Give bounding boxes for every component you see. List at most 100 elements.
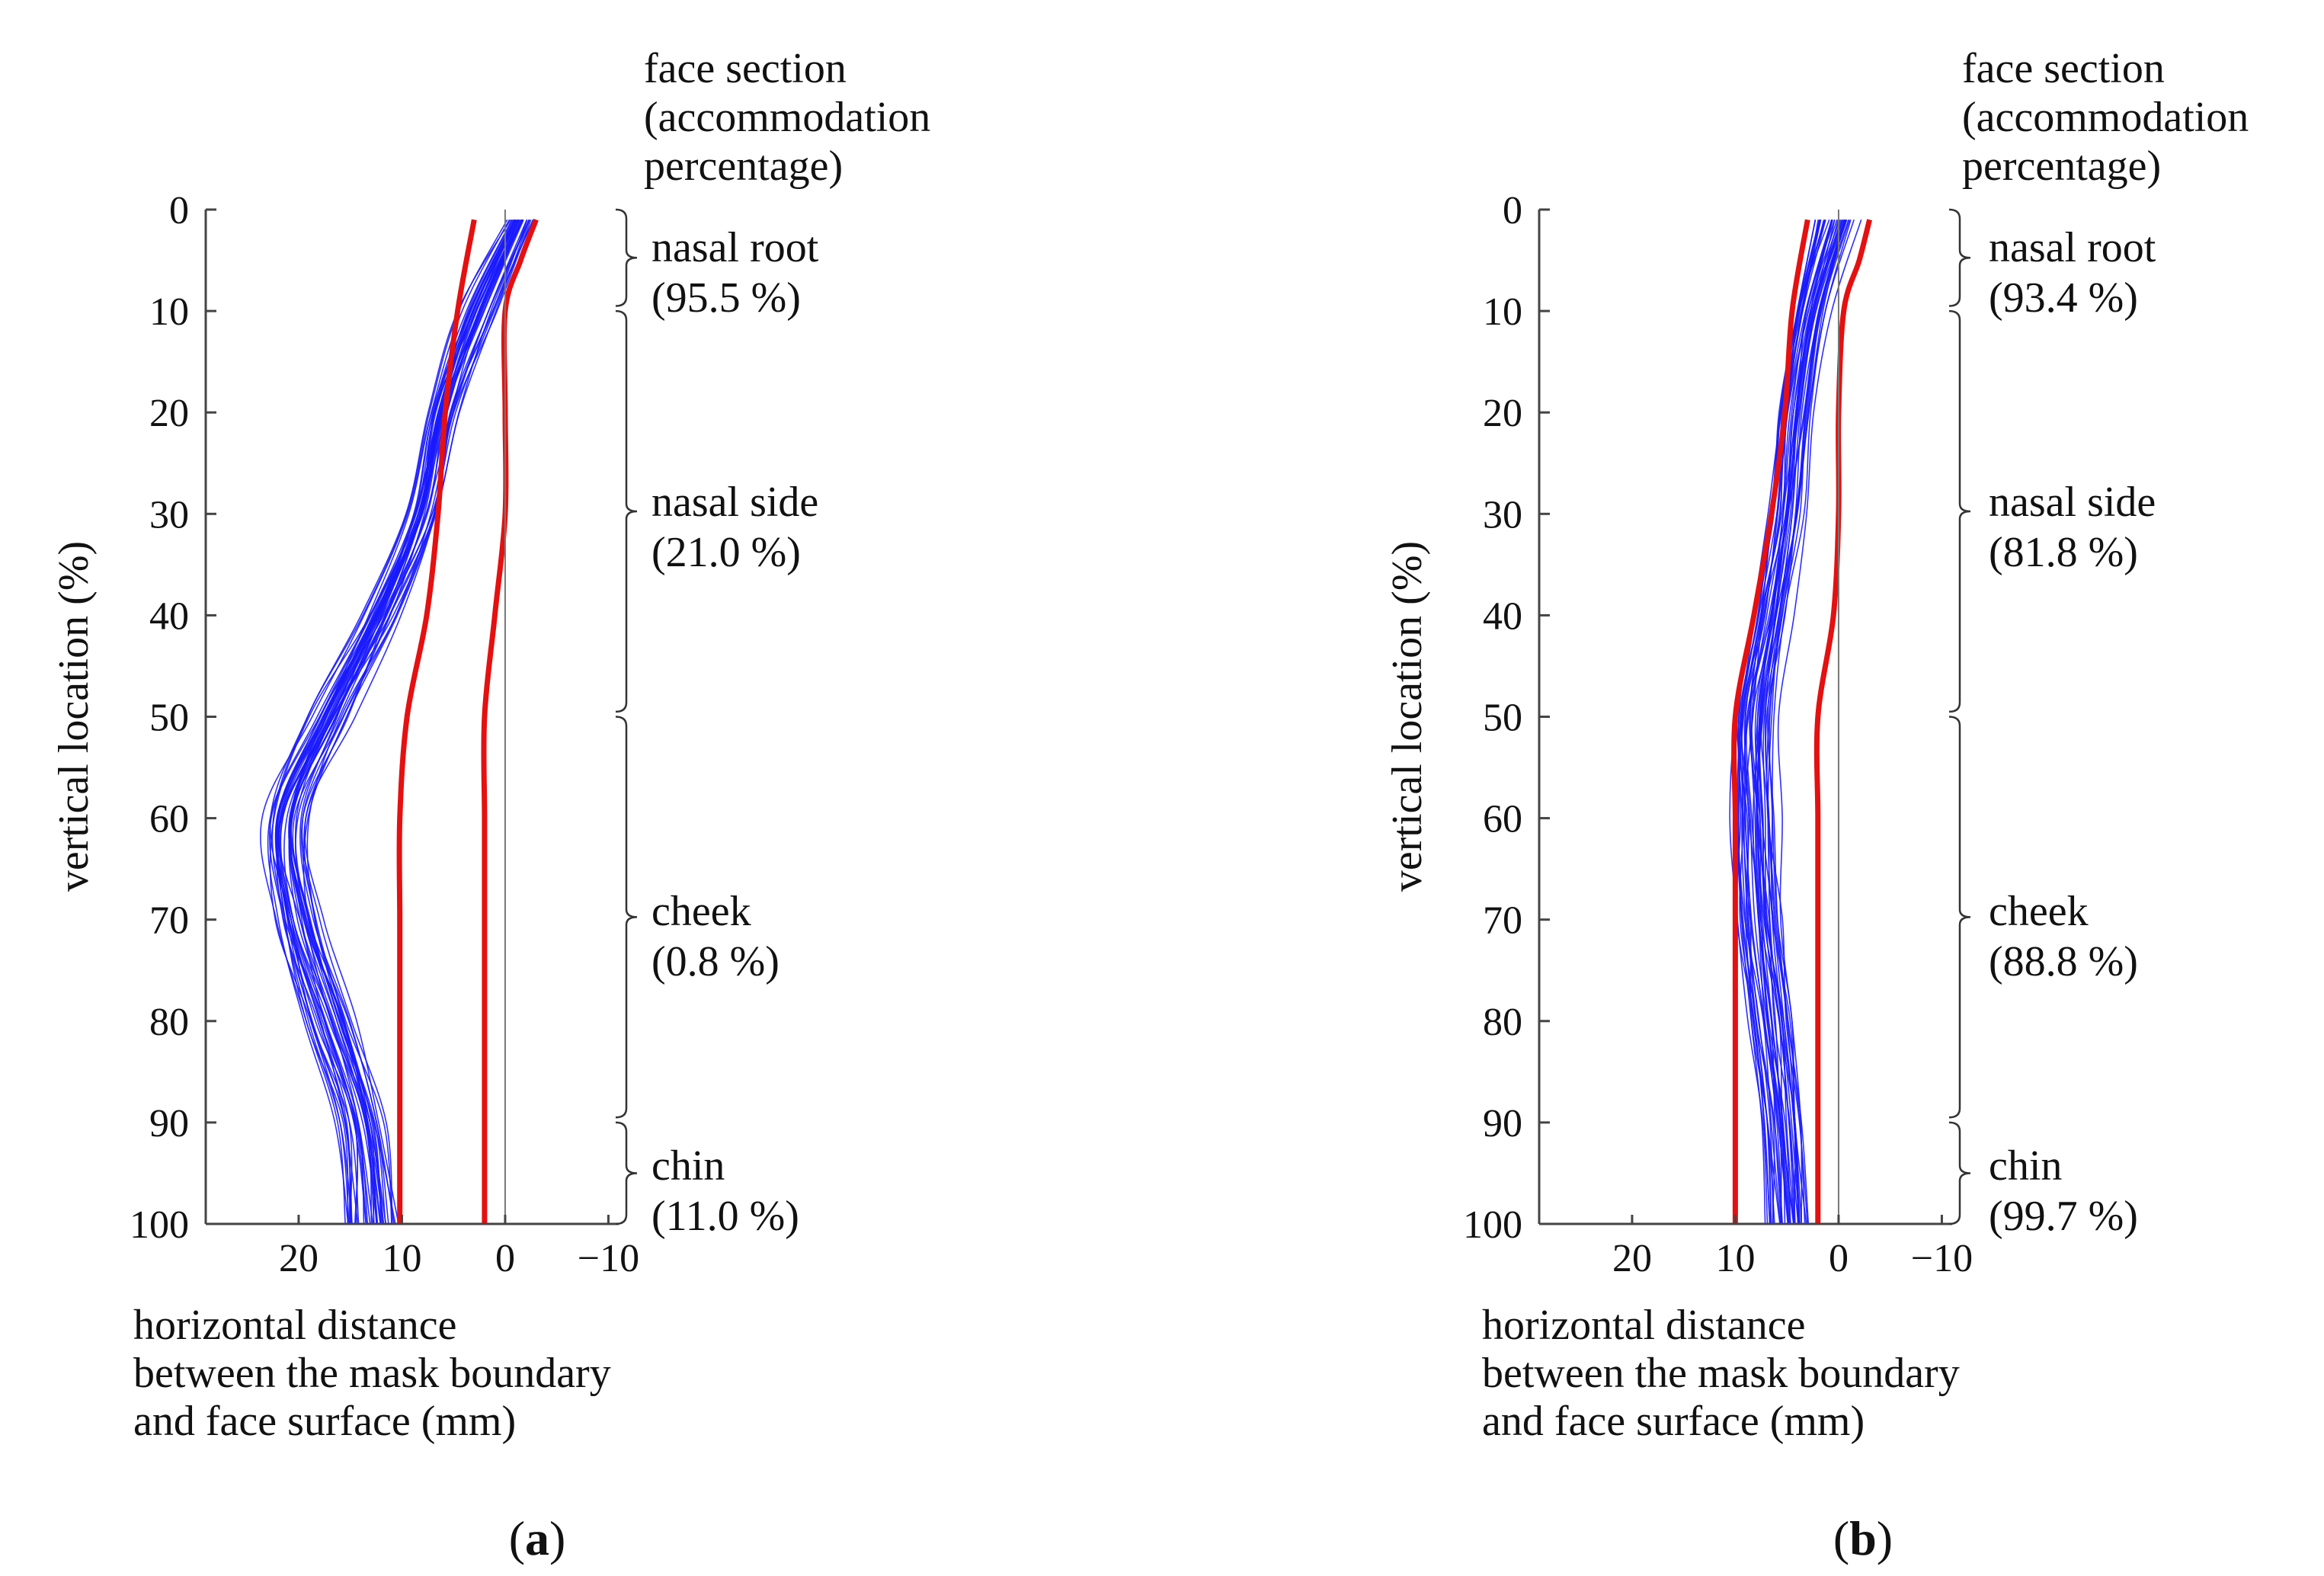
sample-curve	[1746, 219, 1840, 1225]
panel-a-header-line-1: face section	[644, 45, 847, 92]
sample-curve	[271, 219, 508, 1225]
panel-b-xlabel-line-3: and face surface (mm)	[1482, 1398, 1865, 1445]
sample-curve	[1741, 219, 1845, 1225]
x-tick-label: −10	[578, 1237, 639, 1280]
panel-a-xlabel: horizontal distance between the mask bou…	[133, 1302, 611, 1445]
panel-b-y-ticks: 0 10 20 30 40 50 60 70 80 90 100	[1463, 189, 1550, 1247]
section-bracket	[1948, 716, 1971, 1119]
sample-curve	[288, 219, 514, 1225]
sample-curve	[276, 219, 532, 1225]
y-tick-label: 50	[1483, 697, 1522, 740]
panel-a-brackets	[615, 208, 638, 1225]
panel-b-xlabel-line-2: between the mask boundary	[1482, 1350, 1960, 1397]
sample-curve	[1751, 219, 1821, 1225]
sample-curve	[275, 219, 518, 1225]
x-tick-label: 10	[382, 1237, 421, 1280]
panel-b-xlabel-line-1: horizontal distance	[1482, 1302, 1806, 1349]
y-tick-label: 90	[1483, 1102, 1522, 1145]
sample-curve	[269, 219, 516, 1225]
y-tick-label: 20	[149, 392, 189, 435]
y-tick-label: 0	[169, 189, 189, 232]
sample-curve	[1756, 219, 1836, 1225]
sample-curve	[274, 219, 534, 1225]
panel-b-header-line-3: percentage)	[1962, 143, 2161, 190]
panel-b-section-name: nasal side	[1989, 479, 2156, 526]
sample-curve	[1771, 219, 1855, 1225]
y-tick-label: 90	[149, 1102, 189, 1145]
y-tick-label: 100	[1463, 1203, 1522, 1247]
panel-a-sections: nasal root (95.5 %) nasal side (21.0 %) …	[651, 224, 819, 1240]
panel-a-samples	[260, 219, 534, 1225]
panel-b-header-line-1: face section	[1962, 45, 2165, 92]
panel-a-section-name: chin	[651, 1142, 725, 1190]
section-bracket	[1948, 309, 1971, 713]
panel-b-ylabel: vertical location (%)	[1384, 541, 1431, 892]
panel-a-section-name: nasal side	[651, 479, 818, 526]
sample-curve	[1767, 219, 1847, 1225]
panel-b-section-name: nasal root	[1989, 224, 2156, 271]
sample-curve	[290, 219, 513, 1225]
panel-b-label: (b)	[1833, 1511, 1893, 1565]
bound-line-outer	[1731, 219, 1810, 1224]
section-bracket	[615, 716, 638, 1119]
sample-curve	[279, 219, 534, 1225]
panel-a-label: (a)	[509, 1511, 566, 1565]
panel-a-section-percentage: (21.0 %)	[651, 529, 801, 576]
sample-curve	[301, 219, 523, 1225]
panel-a-section-percentage: (0.8 %)	[651, 938, 779, 985]
y-tick-label: 30	[149, 493, 189, 537]
y-tick-label: 80	[149, 1001, 189, 1044]
y-tick-label: 20	[1483, 392, 1522, 435]
panel-a-section-percentage: (95.5 %)	[651, 274, 801, 322]
panel-b-header-line-2: (accommodation	[1962, 94, 2249, 141]
y-tick-label: 60	[149, 798, 189, 841]
x-tick-label: 0	[1829, 1237, 1849, 1280]
panel-b-samples	[1729, 219, 1862, 1225]
y-tick-label: 80	[1483, 1001, 1522, 1044]
section-bracket	[1948, 1121, 1971, 1225]
sample-curve	[304, 219, 528, 1225]
y-tick-label: 70	[1483, 899, 1522, 943]
bound-line-inner	[481, 219, 539, 1224]
panel-a-bounds	[396, 219, 539, 1224]
bound-line-inner	[1813, 219, 1872, 1224]
y-tick-label: 40	[149, 594, 189, 638]
panel-b-x-ticks: 20 10 0 −10	[1612, 1215, 1973, 1280]
sample-curve	[1752, 219, 1848, 1225]
sample-curve	[277, 219, 511, 1225]
panel-a-x-ticks: 20 10 0 −10	[279, 1215, 639, 1280]
panel-b-section-name: cheek	[1989, 888, 2089, 935]
panel-b-section-percentage: (99.7 %)	[1989, 1193, 2138, 1240]
panel-b-section-header: face section (accommodation percentage)	[1962, 45, 2249, 190]
y-tick-label: 60	[1483, 798, 1522, 841]
panel-b-xlabel: horizontal distance between the mask bou…	[1482, 1302, 1960, 1445]
panel-a-header-line-3: percentage)	[644, 143, 843, 190]
sample-curve	[260, 219, 516, 1225]
bound-line-outer	[396, 219, 477, 1224]
panel-a-section-name: nasal root	[651, 224, 819, 271]
panel-b-section-percentage: (81.8 %)	[1989, 529, 2138, 576]
y-tick-label: 30	[1483, 493, 1522, 537]
panel-b-brackets	[1948, 208, 1971, 1225]
sample-curve	[1777, 219, 1862, 1225]
panel-a-ylabel: vertical location (%)	[50, 541, 98, 892]
y-tick-label: 10	[1483, 290, 1522, 334]
panel-a-xlabel-line-3: and face surface (mm)	[133, 1398, 516, 1445]
y-tick-label: 50	[149, 697, 189, 740]
x-tick-label: −10	[1911, 1237, 1973, 1280]
panel-a-xlabel-line-2: between the mask boundary	[133, 1350, 611, 1397]
section-bracket	[615, 208, 638, 307]
panel-a-header-line-2: (accommodation	[644, 94, 930, 141]
y-tick-label: 100	[130, 1203, 189, 1247]
panel-a-section-header: face section (accommodation percentage)	[644, 45, 930, 190]
panel-b-section-percentage: (93.4 %)	[1989, 274, 2138, 322]
y-tick-label: 10	[149, 290, 189, 334]
x-tick-label: 20	[1612, 1237, 1652, 1280]
panel-a-y-ticks: 0 10 20 30 40 50 60 70 80 90 100	[130, 189, 216, 1247]
panel-a-xlabel-line-1: horizontal distance	[133, 1302, 457, 1349]
